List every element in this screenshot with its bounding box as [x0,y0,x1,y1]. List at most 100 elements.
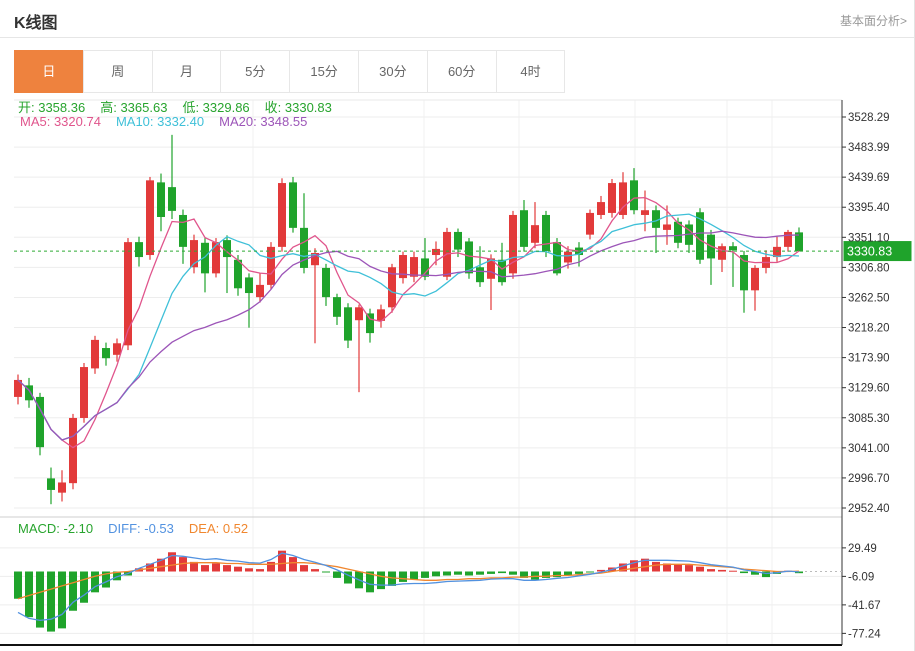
macd-histogram-bar [300,565,308,572]
ohlc-legend: 开: 3358.36 高: 3365.63 低: 3329.86 收: 3330.83 [18,97,347,116]
candle-body [410,257,418,277]
macd-histogram-bar [465,571,473,576]
candle-body [69,417,77,484]
macd-histogram-bar [410,571,418,580]
candle-body [487,258,495,279]
candle-body [377,309,385,321]
macd-legend-item-1: DIFF: -0.53 [108,521,174,536]
candle-body [498,259,506,283]
candle-body [25,385,33,401]
ma-legend-item-1: MA10: 3332.40 [115,114,205,129]
candle-body [322,267,330,298]
macd-histogram-bar [179,557,187,572]
candle-body [795,232,803,252]
candle-body [751,267,759,291]
macd-legend: MACD: -2.10 DIFF: -0.53 DEA: 0.52 [18,521,263,536]
interval-tab-3[interactable]: 5分 [220,50,291,93]
candle-body [80,367,88,418]
macd-histogram-bar [443,571,451,576]
macd-axis-label: -41.67 [848,600,881,612]
interval-tab-2[interactable]: 月 [151,50,222,93]
candle-body [608,183,616,213]
dea-line [17,562,800,600]
fundamental-analysis-link[interactable]: 基本面分析> [839,14,907,28]
interval-tabs: 日周月 5分 15分 30分 60分 4时 [14,50,566,93]
price-axis-label: 3085.30 [848,413,890,425]
macd-histogram-bar [289,557,297,572]
macd-histogram-bar [520,571,528,578]
macd-histogram-bar [47,571,55,632]
macd-histogram-bar [278,550,286,572]
macd-histogram-bar [14,571,22,599]
macd-histogram-bar [509,571,517,575]
panel-header: K线图 基本面分析> [0,0,914,38]
candle-body [740,255,748,291]
diff-line [17,552,800,622]
macd-histogram-bar [718,569,726,572]
candle-body [113,343,121,355]
macd-histogram-bar [641,558,649,572]
price-axis-label: 3306.80 [848,262,890,274]
macd-histogram-bar [333,571,341,578]
macd-histogram-bar [432,571,440,577]
interval-tab-1[interactable]: 周 [82,50,153,93]
macd-histogram-bar [795,571,803,574]
interval-tab-7[interactable]: 4时 [495,50,566,93]
ohlc-legend-item-3: 收: 3330.83 [264,100,332,115]
macd-histogram-bar [102,571,110,588]
candle-body [311,252,319,266]
candle-body [564,251,572,263]
candle-body [476,267,484,283]
candle-body [388,267,396,308]
macd-axis-label: -77.24 [848,628,881,640]
macd-histogram-bar [498,571,506,574]
macd-histogram-bar [619,563,627,572]
interval-tab-4[interactable]: 15分 [289,50,359,93]
ma10-line [17,213,800,441]
macd-histogram-bar [729,570,737,572]
candle-body [223,240,231,258]
candle-body [212,242,220,274]
macd-histogram-bar [267,561,275,572]
macd-histogram-bar [652,561,660,572]
interval-tab-0[interactable]: 日 [14,50,84,93]
macd-histogram-bar [256,569,264,572]
macd-histogram-bar [487,571,495,574]
ma20-line [17,230,800,441]
macd-histogram-bar [113,571,121,581]
macd-histogram-bar [685,565,693,572]
candle-body [465,241,473,274]
macd-histogram-bar [212,563,220,572]
macd-histogram-bar [223,565,231,572]
candle-body [234,259,242,289]
interval-tab-5[interactable]: 30分 [357,50,428,93]
candle-body [630,180,638,211]
candle-body [520,210,528,247]
price-axis-label: 2996.70 [848,473,890,485]
candle-body [58,482,66,493]
candle-body [168,187,176,211]
macd-histogram-bar [388,571,396,586]
candle-body [333,297,341,317]
price-axis-label: 3395.40 [848,202,890,214]
candle-body [663,224,671,230]
macd-histogram-bar [707,569,715,572]
candle-body [729,246,737,251]
macd-histogram-bar [80,571,88,603]
macd-histogram-bar [322,571,330,573]
interval-tab-6[interactable]: 60分 [426,50,497,93]
candle-body [157,182,165,218]
ohlc-legend-item-2: 低: 3329.86 [182,100,250,115]
candle-body [586,212,594,235]
candle-body [597,202,605,215]
macd-histogram-bar [630,560,638,572]
candle-body [47,478,55,490]
price-axis-label: 3041.00 [848,443,890,455]
macd-legend-item-2: DEA: 0.52 [188,521,249,536]
candle-body [619,182,627,215]
macd-axis-label: 29.49 [848,543,877,555]
macd-histogram-bar [553,571,561,578]
candle-body [696,212,704,260]
